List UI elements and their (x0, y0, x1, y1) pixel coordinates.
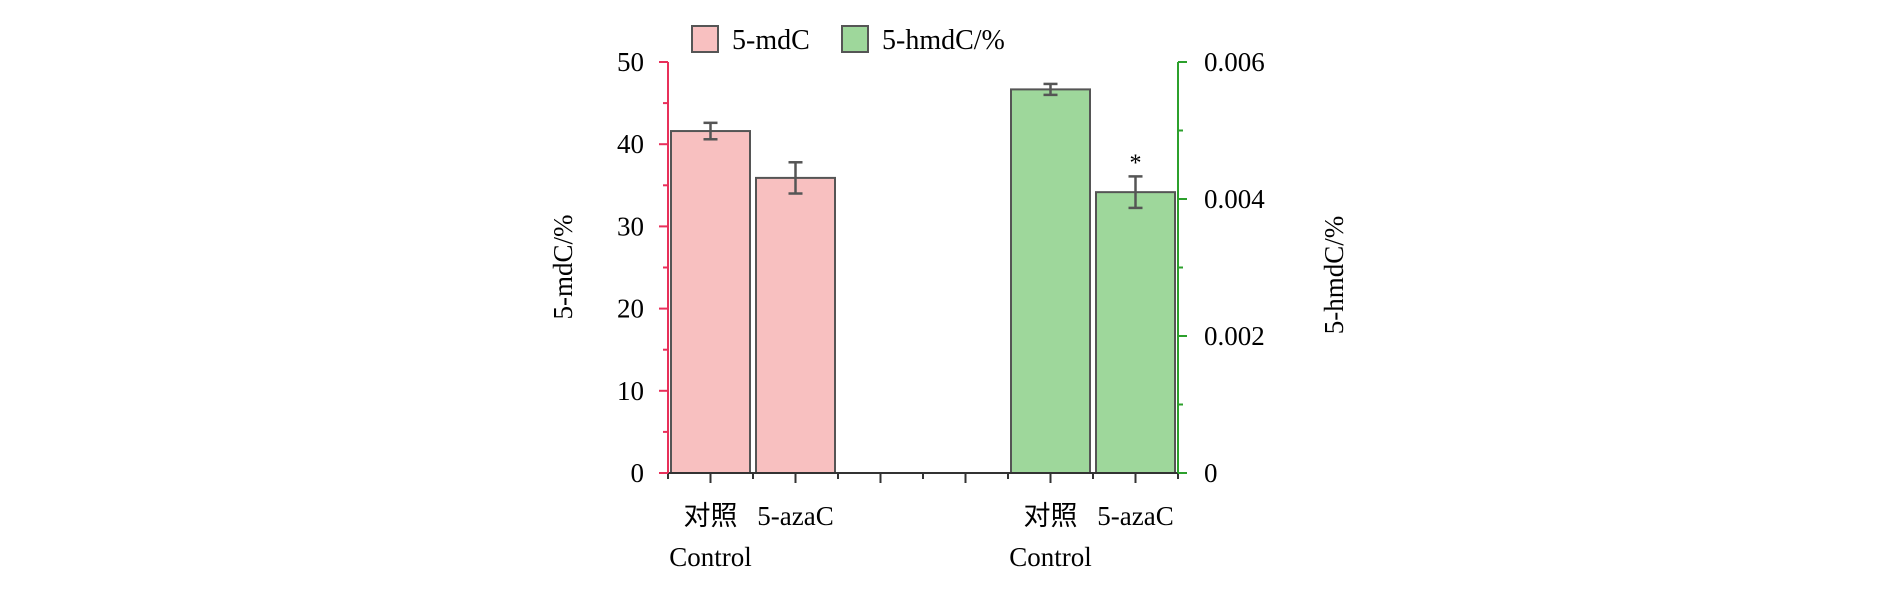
x-axis-category-label: 5-azaC (1097, 501, 1173, 531)
y-axis-left-title: 5-mdC/% (548, 215, 578, 320)
axes (659, 61, 1187, 483)
y-axis-right-tick-label: 0 (1204, 458, 1218, 488)
y-axis-left-tick-label: 20 (617, 294, 644, 324)
y-axis-left-tick-label: 40 (617, 129, 644, 159)
y-axis-left-tick-label: 0 (631, 458, 645, 488)
y-axis-left-tick-label: 10 (617, 376, 644, 406)
x-axis-category-sublabel: Control (669, 542, 752, 572)
x-axis-category-label: 对照 (1024, 501, 1078, 531)
bar (1095, 191, 1176, 474)
y-axis-right-title: 5-hmdC/% (1319, 216, 1349, 335)
x-axis-category-sublabel: Control (1009, 542, 1092, 572)
y-axis-right-tick-label: 0.002 (1204, 321, 1265, 351)
bar (755, 176, 836, 474)
legend-swatch (841, 25, 869, 53)
x-axis-category-label: 对照 (684, 501, 738, 531)
legend-label: 5-hmdC/% (882, 25, 1005, 56)
labels: 0 10 20 30 40 50 0 0.002 0.004 0.006 5-mdC/% 5-hmdC… (548, 47, 1349, 572)
legend-label: 5-mdC (732, 25, 810, 56)
bar (670, 130, 751, 474)
y-axis-right-tick-label: 0.004 (1204, 184, 1265, 214)
legend-swatch (691, 25, 719, 53)
x-axis-category-label: 5-azaC (757, 501, 833, 531)
y-axis-left-tick-label: 30 (617, 211, 644, 241)
bars: * (670, 82, 1176, 475)
bar (1010, 88, 1091, 475)
significance-marker: * (1130, 150, 1142, 176)
y-axis-right-tick-label: 0.006 (1204, 47, 1265, 77)
y-axis-left-tick-label: 50 (617, 47, 644, 77)
legend: 5-mdC 5-hmdC/% (691, 25, 1005, 56)
